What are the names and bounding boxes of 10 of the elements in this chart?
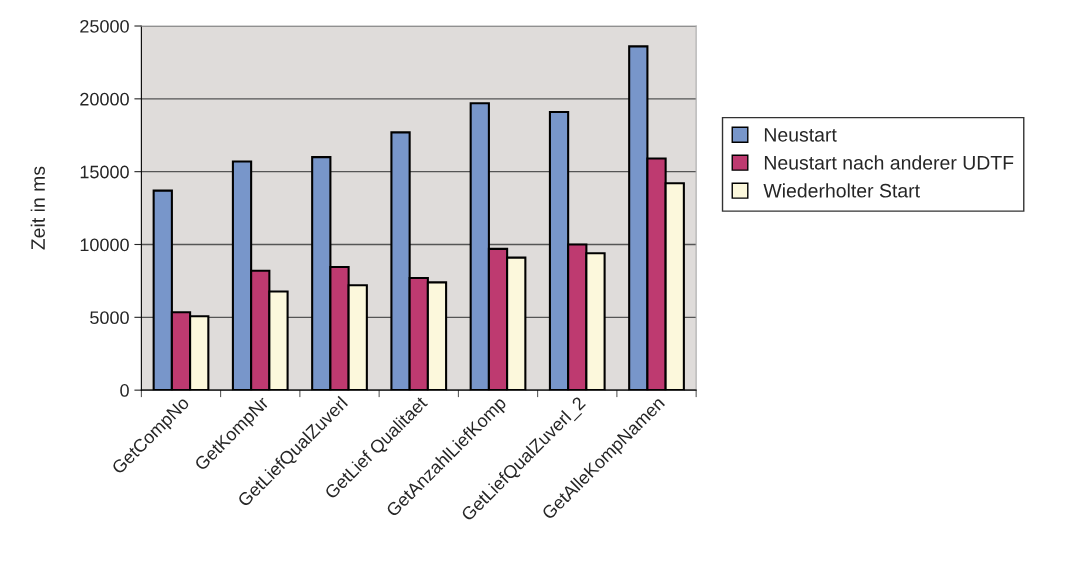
y-tick-label: 15000 [80,165,129,179]
y-tick-label: 25000 [80,19,129,33]
y-tick-label: 5000 [90,311,129,325]
y-tick-label: 0 [120,384,129,397]
legend-label: Neustart [764,128,837,142]
legend-label: Wiederholter Start [763,183,920,198]
y-tick-label: 10000 [80,238,129,252]
y-tick-label: 20000 [80,92,129,106]
y-axis-title: Zeit in ms [30,166,45,250]
legend-label: Neustart nach anderer UDTF [764,155,1014,170]
